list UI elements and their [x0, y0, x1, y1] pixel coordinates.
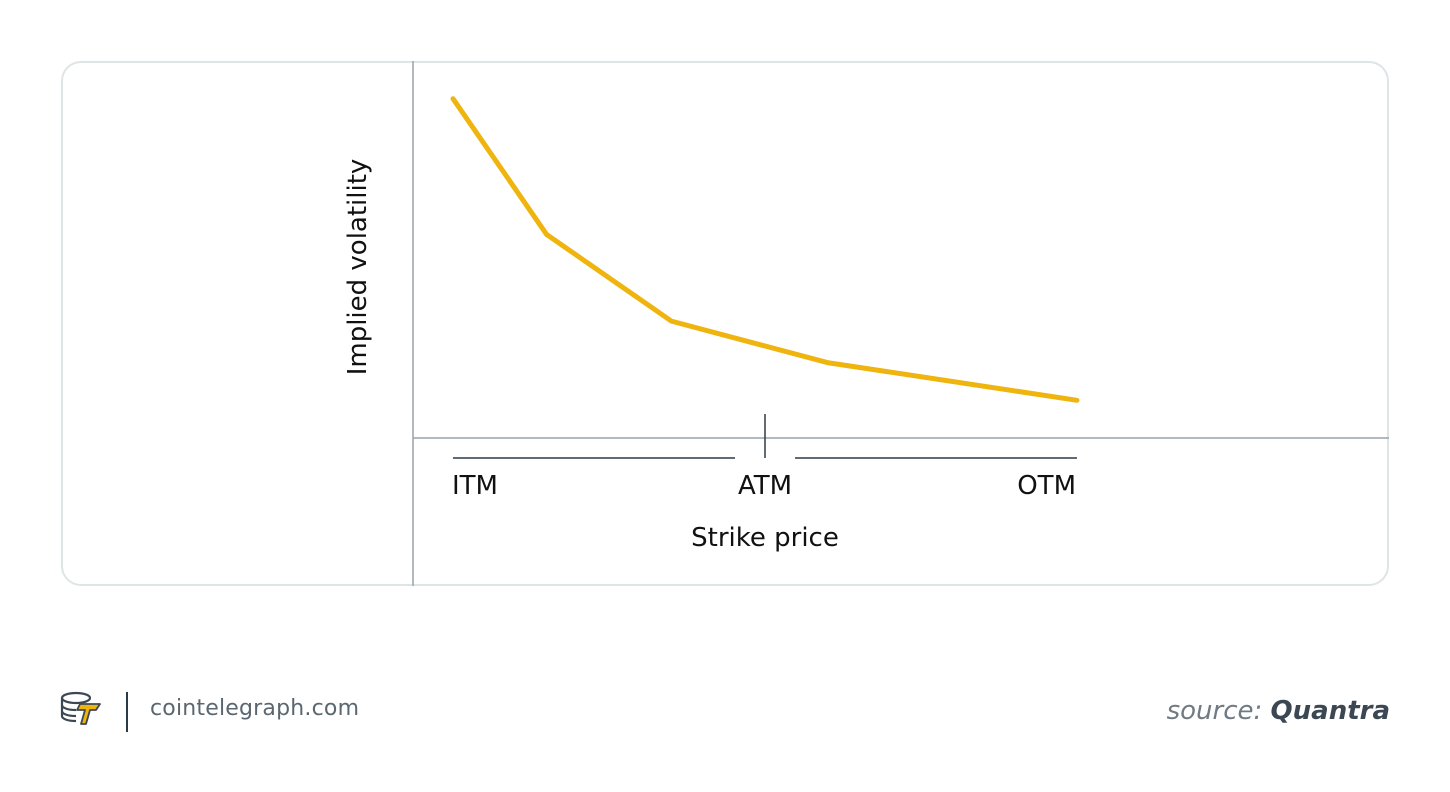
- source-prefix: source:: [1166, 696, 1263, 726]
- site-link[interactable]: cointelegraph.com: [150, 696, 360, 721]
- footer: cointelegraph.com source: Quantra: [0, 680, 1450, 740]
- source-credit: source: Quantra: [1167, 696, 1390, 726]
- tick-label-atm: ATM: [738, 471, 792, 501]
- y-axis-label: Implied volatility: [343, 159, 373, 376]
- cointelegraph-logo-icon: [58, 690, 104, 734]
- volatility-skew-chart: Implied volatility ITM ATM OTM Strike pr…: [343, 61, 1389, 586]
- footer-divider: [126, 692, 128, 732]
- tick-label-itm: ITM: [452, 471, 498, 501]
- x-axis-label: Strike price: [691, 523, 839, 553]
- series-line-0: [450, 96, 1080, 403]
- chart-card: [61, 61, 1389, 586]
- source-name: Quantra: [1270, 696, 1390, 726]
- series-layer: [450, 96, 1080, 403]
- tick-label-otm: OTM: [1017, 471, 1076, 501]
